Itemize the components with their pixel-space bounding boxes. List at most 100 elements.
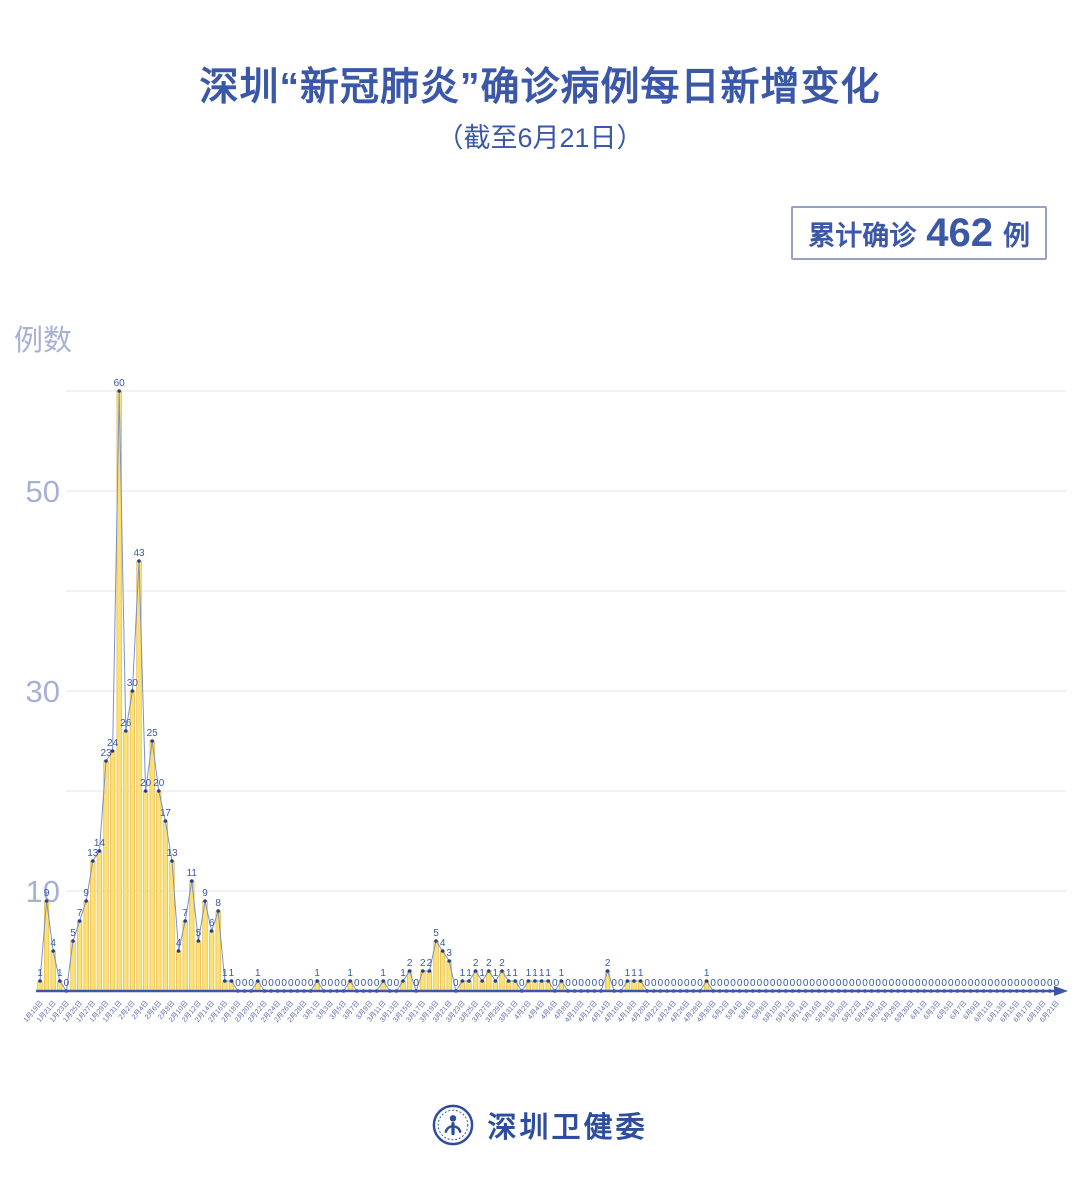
svg-text:0: 0 — [413, 978, 419, 989]
svg-text:1: 1 — [37, 968, 43, 979]
svg-text:0: 0 — [842, 978, 848, 989]
svg-text:0: 0 — [988, 978, 994, 989]
svg-text:0: 0 — [1001, 978, 1007, 989]
svg-text:1: 1 — [704, 968, 710, 979]
svg-text:1: 1 — [539, 968, 545, 979]
svg-text:0: 0 — [248, 978, 254, 989]
svg-text:0: 0 — [882, 978, 888, 989]
cumulative-total-badge: 累计确诊 462 例 — [791, 206, 1047, 260]
svg-text:0: 0 — [552, 978, 558, 989]
svg-text:0: 0 — [519, 978, 525, 989]
svg-text:0: 0 — [770, 978, 776, 989]
svg-text:10: 10 — [26, 874, 60, 909]
svg-text:1: 1 — [479, 968, 485, 979]
value-labels: 1941057913142324602630432025201713471159… — [37, 378, 1059, 989]
svg-text:0: 0 — [64, 978, 70, 989]
svg-text:0: 0 — [875, 978, 881, 989]
svg-text:0: 0 — [361, 978, 367, 989]
svg-text:0: 0 — [928, 978, 934, 989]
chart-subtitle: （截至6月21日） — [436, 123, 644, 153]
svg-text:0: 0 — [664, 978, 670, 989]
svg-text:23: 23 — [100, 748, 112, 759]
svg-text:2: 2 — [427, 958, 433, 969]
svg-text:0: 0 — [1027, 978, 1033, 989]
gridlines — [66, 390, 1066, 892]
svg-text:0: 0 — [301, 978, 307, 989]
svg-text:0: 0 — [611, 978, 617, 989]
svg-text:0: 0 — [796, 978, 802, 989]
svg-text:6: 6 — [209, 918, 215, 929]
svg-text:0: 0 — [783, 978, 789, 989]
svg-text:0: 0 — [856, 978, 862, 989]
svg-text:9: 9 — [44, 888, 50, 899]
svg-text:0: 0 — [717, 978, 723, 989]
svg-text:0: 0 — [895, 978, 901, 989]
badge-total-value: 462 — [926, 211, 993, 255]
svg-text:0: 0 — [763, 978, 769, 989]
daily-bars — [37, 390, 710, 992]
svg-text:0: 0 — [935, 978, 941, 989]
svg-text:17: 17 — [160, 808, 172, 819]
svg-text:2: 2 — [499, 958, 505, 969]
svg-text:0: 0 — [809, 978, 815, 989]
svg-text:0: 0 — [730, 978, 736, 989]
svg-text:0: 0 — [922, 978, 928, 989]
svg-text:2: 2 — [407, 958, 413, 969]
svg-text:0: 0 — [823, 978, 829, 989]
svg-text:0: 0 — [743, 978, 749, 989]
svg-text:50: 50 — [26, 474, 60, 509]
svg-text:13: 13 — [87, 848, 99, 859]
svg-text:0: 0 — [948, 978, 954, 989]
svg-text:0: 0 — [710, 978, 716, 989]
svg-text:0: 0 — [915, 978, 921, 989]
svg-text:20: 20 — [153, 778, 165, 789]
svg-text:0: 0 — [651, 978, 657, 989]
svg-text:30: 30 — [26, 674, 60, 709]
svg-text:26: 26 — [120, 718, 132, 729]
svg-text:30: 30 — [127, 678, 139, 689]
x-axis-arrow-icon — [1054, 986, 1068, 996]
svg-text:0: 0 — [1021, 978, 1027, 989]
svg-text:0: 0 — [994, 978, 1000, 989]
svg-text:0: 0 — [281, 978, 287, 989]
svg-text:0: 0 — [1034, 978, 1040, 989]
svg-text:1: 1 — [460, 968, 466, 979]
svg-text:1: 1 — [638, 968, 644, 979]
svg-text:0: 0 — [394, 978, 400, 989]
svg-text:1: 1 — [526, 968, 532, 979]
svg-text:0: 0 — [644, 978, 650, 989]
svg-text:1: 1 — [493, 968, 499, 979]
svg-text:25: 25 — [147, 728, 159, 739]
svg-text:0: 0 — [341, 978, 347, 989]
svg-text:0: 0 — [974, 978, 980, 989]
svg-text:0: 0 — [1014, 978, 1020, 989]
svg-text:0: 0 — [235, 978, 241, 989]
svg-text:0: 0 — [724, 978, 730, 989]
svg-text:5: 5 — [196, 928, 202, 939]
svg-text:0: 0 — [955, 978, 961, 989]
svg-text:5: 5 — [70, 928, 76, 939]
svg-text:0: 0 — [592, 978, 598, 989]
svg-text:0: 0 — [889, 978, 895, 989]
svg-text:1: 1 — [400, 968, 406, 979]
svg-text:0: 0 — [578, 978, 584, 989]
svg-text:0: 0 — [334, 978, 340, 989]
svg-text:3: 3 — [446, 948, 452, 959]
svg-text:0: 0 — [354, 978, 360, 989]
svg-text:1: 1 — [631, 968, 637, 979]
badge-prefix-label: 累计确诊 — [808, 220, 917, 251]
svg-text:0: 0 — [908, 978, 914, 989]
svg-text:1: 1 — [229, 968, 235, 979]
svg-text:1: 1 — [222, 968, 228, 979]
svg-text:0: 0 — [658, 978, 664, 989]
svg-text:1: 1 — [57, 968, 63, 979]
svg-text:0: 0 — [684, 978, 690, 989]
svg-text:0: 0 — [1040, 978, 1046, 989]
svg-text:13: 13 — [166, 848, 178, 859]
svg-text:7: 7 — [182, 908, 188, 919]
svg-text:2: 2 — [420, 958, 426, 969]
svg-text:1: 1 — [255, 968, 261, 979]
svg-text:1: 1 — [512, 968, 518, 979]
svg-text:0: 0 — [849, 978, 855, 989]
svg-text:0: 0 — [1047, 978, 1053, 989]
